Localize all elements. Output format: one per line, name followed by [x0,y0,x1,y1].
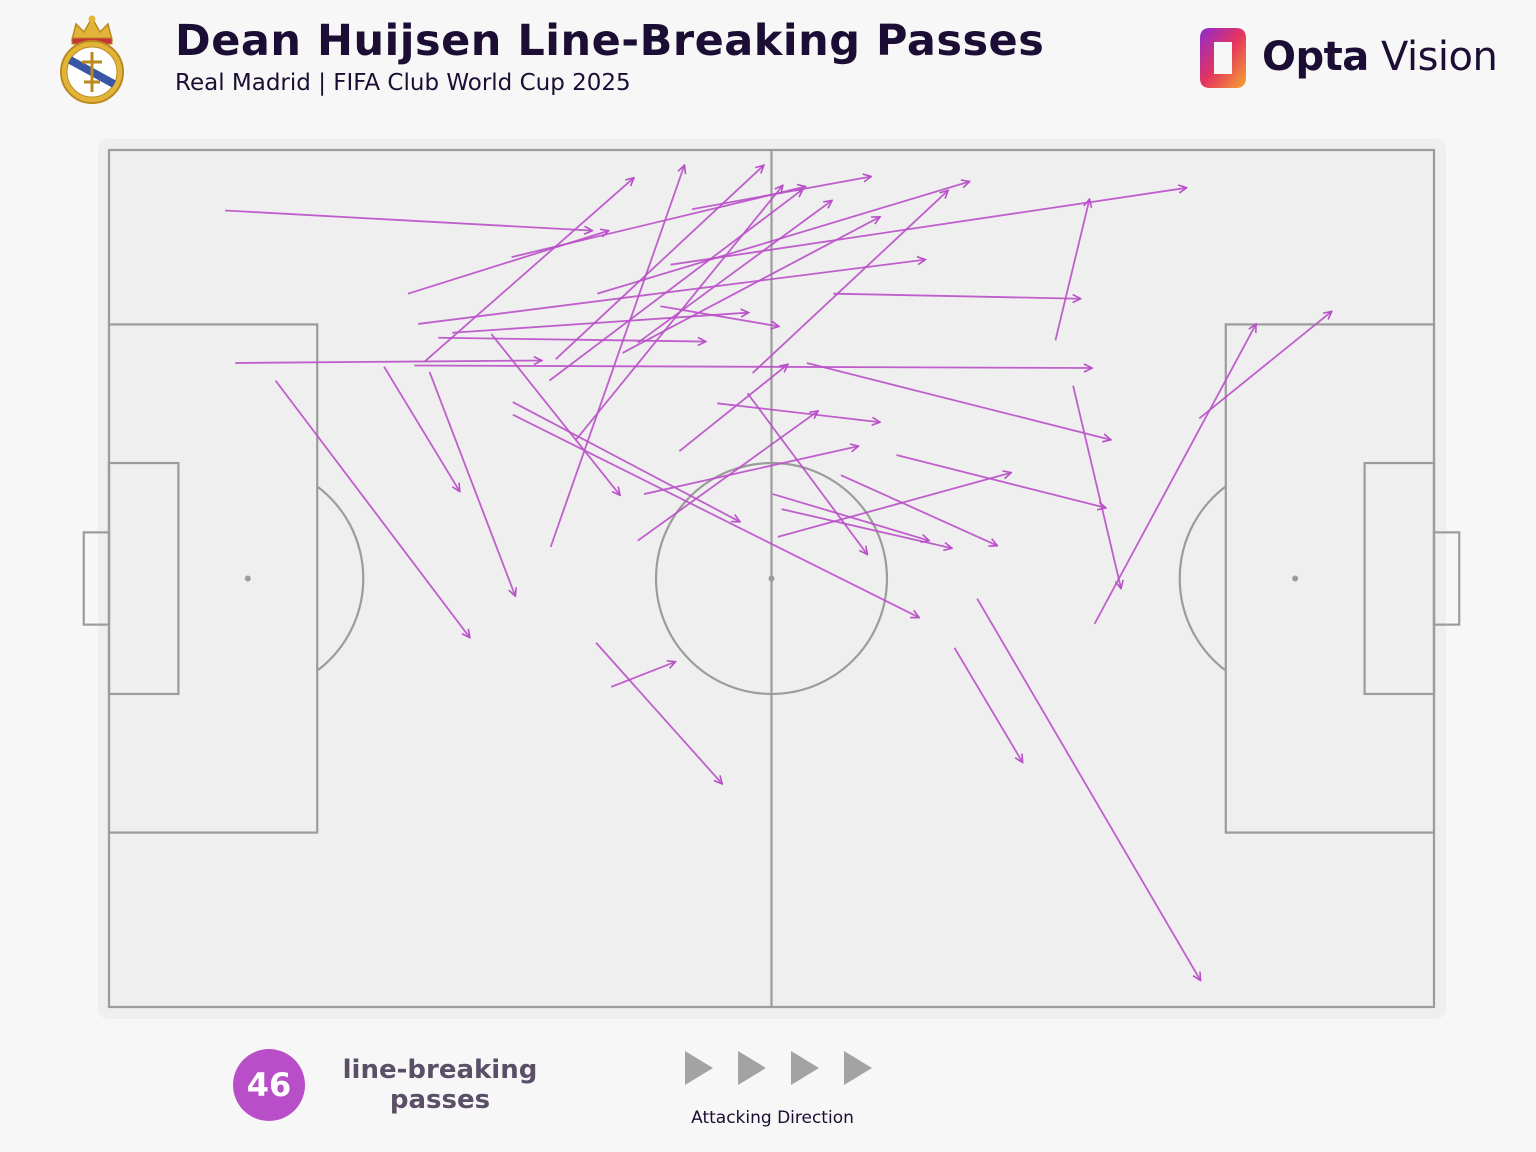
pass-arrow [643,446,859,495]
pass-arrow [595,642,722,784]
pass-arrow [235,360,542,363]
pass-arrow [610,662,675,688]
pass-arrow [670,188,1187,266]
pass-arrow [428,371,516,596]
pass-arrow [383,366,460,492]
direction-arrow-icon [738,1051,766,1085]
right-penalty-spot [1292,575,1299,582]
pass-arrow [1072,385,1121,589]
pass-count-label: line-breaking passes [342,1055,538,1115]
pass-arrow [777,473,1011,538]
direction-arrow-icon [844,1051,872,1085]
pass-arrow [833,292,1080,299]
attacking-direction-arrows [685,1051,872,1085]
pass-arrow [438,338,706,342]
pass-arrow [637,200,832,344]
pass-arrow [597,182,969,295]
brand-name-light: Vision [1380,34,1498,80]
left-penalty-spot [244,575,251,582]
pass-arrow [840,474,997,546]
centre-spot [768,575,775,582]
brand-name: Opta Vision [1262,34,1498,80]
right-penalty-box [1224,323,1436,834]
pass-arrow [637,411,818,542]
pass-arrow [622,217,880,354]
pass-arrow [274,380,470,638]
pass-arrow [691,176,871,211]
pass-arrow [1198,311,1332,420]
pass-arrow [976,598,1200,981]
pass-arrow [423,178,633,363]
pitch-markings [82,148,1461,1009]
right-goal [1432,531,1461,626]
pass-arrow [751,190,949,374]
pass-arrow [772,493,929,541]
passes-layer [225,165,1332,980]
left-goal [82,531,111,626]
pass-arrow [452,313,749,334]
pass-arrow [660,305,779,326]
left-penalty-arc [316,485,365,672]
pass-arrow [548,189,803,382]
page-subtitle: Real Madrid | FIFA Club World Cup 2025 [175,70,631,96]
pass-arrow [1054,199,1089,341]
pass-arrow [1093,324,1257,625]
left-penalty-box [107,323,319,834]
pass-arrow [418,260,925,325]
direction-arrow-icon [791,1051,819,1085]
pass-arrow [896,454,1105,508]
pass-arrow [512,401,740,522]
pass-arrow [717,402,880,422]
pass-arrow [678,364,788,452]
pass-arrow [225,209,592,230]
right-penalty-arc [1178,485,1227,672]
pass-arrow [549,165,685,548]
brand-name-bold: Opta [1262,34,1369,80]
pass-arrow [555,165,764,360]
brand-logo: Opta Vision [1196,26,1498,90]
direction-arrow-icon [685,1051,713,1085]
centre-circle [654,461,889,696]
pass-arrow [512,413,919,619]
pass-count-badge: 46 [233,1049,305,1121]
left-six-yard-box [107,461,180,696]
pass-arrow [806,362,1111,440]
real-madrid-crest-icon [60,15,124,104]
pass-arrow [490,333,620,495]
attacking-direction-label: Attacking Direction [691,1108,854,1128]
pass-arrow [746,392,868,554]
pass-arrow [953,647,1022,763]
page-title: Dean Huijsen Line-Breaking Passes [175,16,1045,66]
opta-logo-icon [1200,28,1246,88]
pass-arrow [781,508,952,548]
pass-arrow [414,366,1092,369]
right-six-yard-box [1363,461,1436,696]
